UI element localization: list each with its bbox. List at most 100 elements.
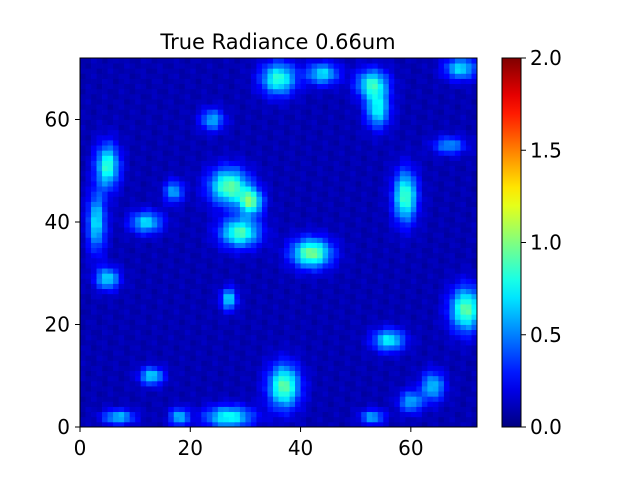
heatmap-cell <box>361 339 368 346</box>
heatmap-cell <box>344 283 351 290</box>
heatmap-cell <box>151 196 158 202</box>
heatmap-cell <box>377 191 384 197</box>
heatmap-cell <box>228 211 235 218</box>
heatmap-cell <box>195 257 202 264</box>
heatmap-cell <box>284 345 290 351</box>
heatmap-cell <box>80 247 86 254</box>
heatmap-cell <box>421 273 428 279</box>
heatmap-cell <box>217 298 224 305</box>
heatmap-cell <box>449 411 456 418</box>
heatmap-cell <box>383 370 390 377</box>
heatmap-cell <box>471 237 478 243</box>
heatmap-cell <box>438 278 445 284</box>
heatmap-cell <box>250 114 257 120</box>
heatmap-cell <box>366 237 373 243</box>
heatmap-cell <box>184 145 191 151</box>
heatmap-cell <box>91 99 97 105</box>
heatmap-cell <box>410 247 417 254</box>
heatmap-cell <box>118 109 125 115</box>
heatmap-cell <box>355 134 362 141</box>
heatmap-cell <box>454 411 461 418</box>
heatmap-cell <box>465 375 472 382</box>
heatmap-cell <box>261 380 268 387</box>
heatmap-cell <box>272 309 279 315</box>
heatmap-cell <box>195 242 202 249</box>
heatmap-cell <box>157 186 164 192</box>
heatmap-cell <box>91 252 97 259</box>
heatmap-cell <box>284 206 290 213</box>
heatmap-cell <box>113 237 119 243</box>
heatmap-cell <box>173 186 180 192</box>
heatmap-cell <box>344 355 351 361</box>
heatmap-cell <box>471 216 478 223</box>
heatmap-cell <box>157 406 164 413</box>
heatmap-cell <box>388 273 395 279</box>
heatmap-cell <box>350 181 357 187</box>
heatmap-cell <box>261 150 268 156</box>
heatmap-cell <box>394 165 401 172</box>
heatmap-cell <box>118 314 125 320</box>
heatmap-cell <box>179 211 186 218</box>
heatmap-cell <box>190 88 197 95</box>
heatmap-cell <box>322 160 329 167</box>
heatmap-cell <box>135 181 142 187</box>
heatmap-cell <box>366 186 373 192</box>
heatmap-cell <box>179 334 186 341</box>
heatmap-cell <box>405 140 412 146</box>
heatmap-cell <box>250 150 257 156</box>
heatmap-cell <box>173 170 180 177</box>
heatmap-cell <box>206 68 213 74</box>
heatmap-cell <box>394 380 401 387</box>
heatmap-cell <box>394 304 401 310</box>
heatmap-cell <box>239 78 246 85</box>
heatmap-cell <box>146 252 153 259</box>
heatmap-cell <box>306 227 312 233</box>
heatmap-cell <box>245 360 252 366</box>
heatmap-cell <box>168 73 175 79</box>
heatmap-cell <box>96 145 103 151</box>
heatmap-cell <box>234 283 241 290</box>
heatmap-cell <box>245 93 252 100</box>
heatmap-cell <box>102 345 108 351</box>
heatmap-cell <box>443 196 450 202</box>
heatmap-cell <box>184 319 191 325</box>
heatmap-cell <box>372 375 379 382</box>
heatmap-cell <box>284 216 290 223</box>
heatmap-cell <box>278 309 285 315</box>
heatmap-cell <box>300 160 307 167</box>
heatmap-cell <box>250 73 257 79</box>
heatmap-cell <box>184 298 191 305</box>
heatmap-cell <box>361 273 368 279</box>
heatmap-cell <box>328 140 335 146</box>
heatmap-cell <box>113 370 119 377</box>
heatmap-cell <box>124 375 131 382</box>
heatmap-cell <box>383 391 390 397</box>
heatmap-cell <box>344 165 351 172</box>
heatmap-cell <box>333 298 340 305</box>
heatmap-cell <box>151 181 158 187</box>
heatmap-cell <box>173 319 180 325</box>
heatmap-cell <box>361 263 368 269</box>
heatmap-cell <box>278 114 285 120</box>
heatmap-cell <box>245 334 252 341</box>
heatmap-cell <box>245 186 252 192</box>
heatmap-cell <box>146 345 153 351</box>
heatmap-cell <box>162 73 169 79</box>
heatmap-cell <box>388 396 395 402</box>
heatmap-cell <box>96 257 103 264</box>
heatmap-cell <box>129 416 136 423</box>
heatmap-cell <box>388 109 395 115</box>
heatmap-cell <box>377 298 384 305</box>
heatmap-cell <box>372 304 379 310</box>
heatmap-cell <box>256 319 263 325</box>
heatmap-cell <box>256 211 263 218</box>
heatmap-cell <box>295 237 301 243</box>
heatmap-cell <box>399 406 406 413</box>
heatmap-cell <box>113 119 119 126</box>
heatmap-cell <box>300 211 307 218</box>
heatmap-cell <box>416 355 423 361</box>
heatmap-cell <box>399 114 406 120</box>
heatmap-cell <box>432 283 439 290</box>
heatmap-cell <box>454 401 461 407</box>
heatmap-cell <box>317 293 324 300</box>
